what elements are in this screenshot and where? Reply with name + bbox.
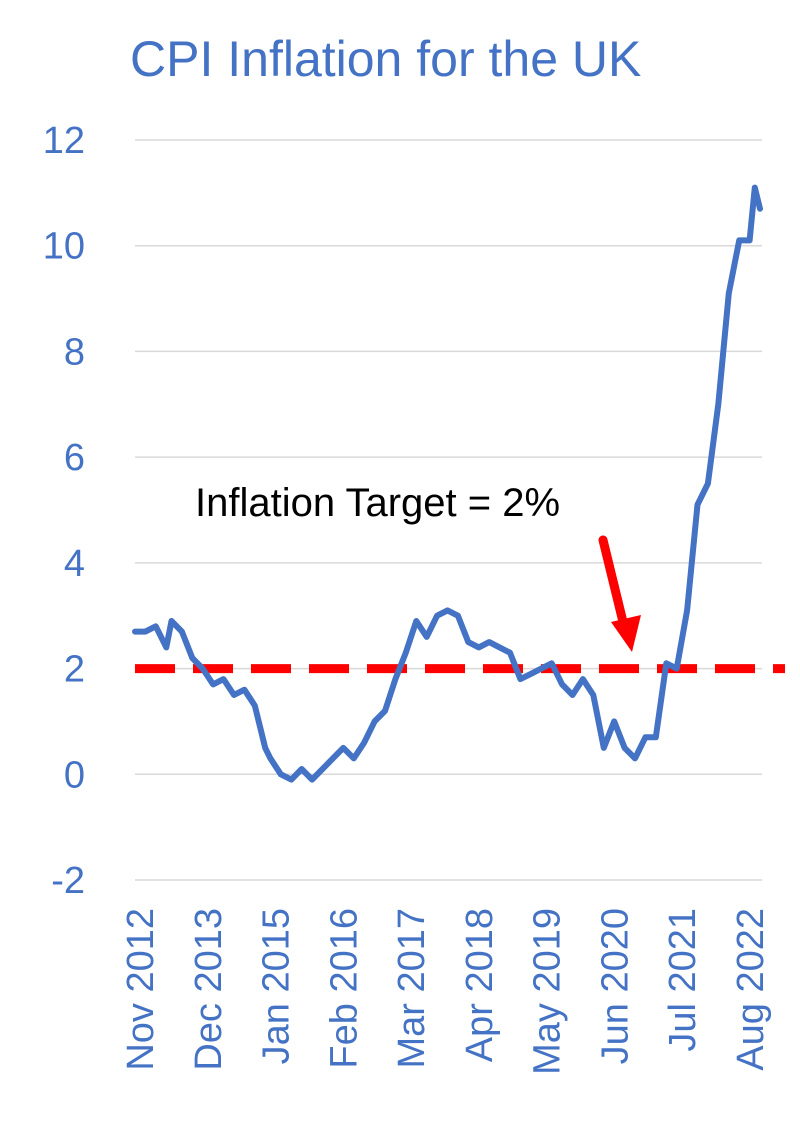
y-tick-label: 4	[64, 543, 85, 585]
y-tick-label: 0	[64, 754, 85, 796]
x-tick-label: Jan 2015	[256, 908, 298, 1064]
x-tick-label: Mar 2017	[391, 908, 433, 1069]
x-axis-ticks: Nov 2012 Dec 2013 Jan 2015 Feb 2016 Mar 2017…	[120, 908, 772, 1075]
chart-title: CPI Inflation for the UK	[130, 31, 642, 87]
x-tick-label: Jun 2020	[594, 908, 636, 1064]
y-tick-label: 10	[43, 226, 85, 268]
x-tick-label: Apr 2018	[459, 908, 501, 1062]
annotation-arrow-head	[611, 615, 641, 652]
y-axis-ticks: -2 0 2 4 6 8 10 12	[43, 120, 85, 902]
x-tick-label: May 2019	[527, 908, 569, 1075]
x-tick-label: Dec 2013	[188, 908, 230, 1071]
annotation-group: Inflation Target = 2%	[195, 481, 641, 652]
y-tick-label: 8	[64, 331, 85, 373]
x-tick-label: Jul 2021	[662, 908, 704, 1052]
y-tick-label: 12	[43, 120, 85, 162]
annotation-arrow-shaft	[598, 535, 629, 631]
x-tick-label: Feb 2016	[323, 908, 365, 1069]
annotation-label: Inflation Target = 2%	[195, 481, 560, 525]
x-tick-label: Aug 2022	[730, 908, 772, 1071]
y-tick-label: 6	[64, 437, 85, 479]
series-group	[132, 184, 763, 783]
x-tick-label: Nov 2012	[120, 908, 162, 1071]
y-tick-label: -2	[51, 860, 85, 902]
y-tick-label: 2	[64, 649, 85, 691]
